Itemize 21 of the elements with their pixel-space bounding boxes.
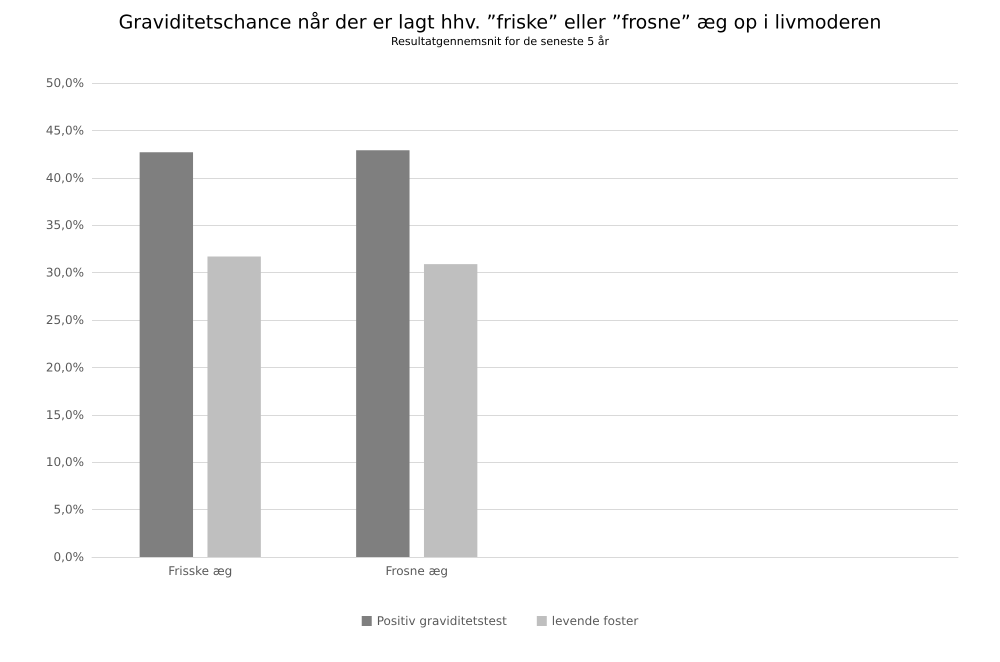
x-tick-label: Frisske æg [168,564,232,578]
y-tick-label: 45,0% [46,123,84,138]
bar [424,264,478,557]
y-tick-label: 20,0% [46,360,84,374]
y-tick-label: 15,0% [46,408,84,422]
y-tick-label: 40,0% [46,170,84,185]
bar [356,150,410,557]
y-tick-label: 50,0% [46,76,84,90]
legend-label: levende foster [552,614,638,628]
y-tick-label: 35,0% [46,218,84,232]
y-tick-label: 25,0% [46,313,84,327]
chart-subtitle: Resultatgennemsnit for de seneste 5 år [391,35,610,48]
y-tick-label: 0,0% [54,550,84,564]
bar [140,152,194,557]
y-tick-label: 30,0% [46,266,84,280]
legend-label: Positiv graviditetstest [376,614,508,628]
y-tick-label: 5,0% [54,502,84,517]
x-tick-label: Frosne æg [386,564,448,578]
bar [207,256,261,557]
chart-title: Graviditetschance når der er lagt hhv. ”friske” eller ”frosne” æg op i livmoderen [118,12,882,34]
y-tick-label: 10,0% [46,455,84,470]
